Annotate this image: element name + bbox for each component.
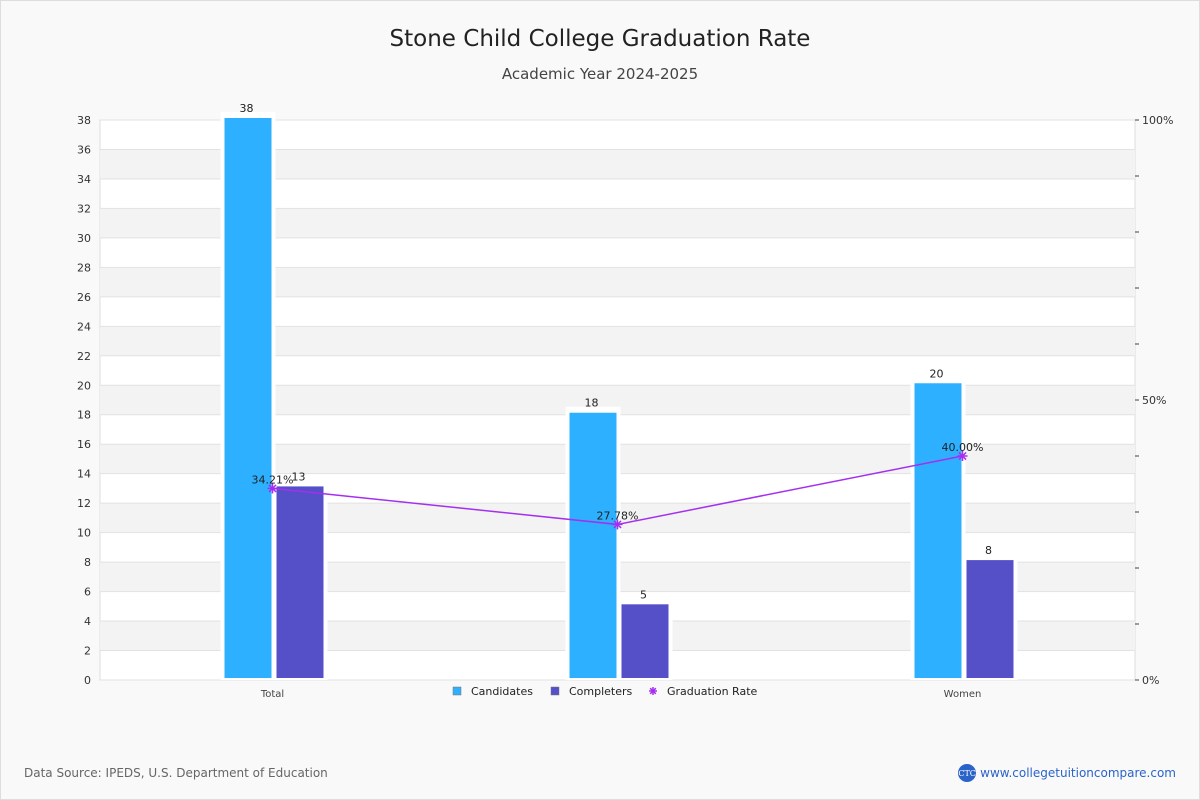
y2-tick-label: 0% [1142, 674, 1159, 687]
y-tick-label: 16 [77, 438, 91, 451]
bar-value-label: 5 [640, 588, 647, 601]
bar-candidates [914, 383, 962, 678]
legend-swatch [452, 686, 462, 696]
bar-value-label: 38 [240, 102, 254, 115]
chart-subtitle: Academic Year 2024-2025 [501, 65, 699, 83]
brand-url[interactable]: www.collegetuitioncompare.com [980, 766, 1176, 780]
y-tick-label: 34 [77, 173, 91, 186]
bar-value-label: 18 [585, 397, 599, 410]
y-tick-label: 18 [77, 409, 91, 422]
y-tick-label: 10 [77, 527, 91, 540]
y-tick-label: 12 [77, 497, 91, 510]
legend-label: Graduation Rate [667, 685, 758, 698]
graduation-rate-label: 34.21% [252, 473, 294, 486]
bar-value-label: 13 [292, 470, 306, 483]
y-tick-label: 26 [77, 291, 91, 304]
graduation-rate-label: 40.00% [942, 441, 984, 454]
legend-bg [446, 681, 756, 703]
data-source: Data Source: IPEDS, U.S. Department of E… [24, 766, 328, 780]
graduation-rate-marker [612, 519, 623, 530]
ctc-logo-icon: CTC [958, 764, 977, 782]
bar-value-label: 20 [930, 367, 944, 380]
y-tick-label: 38 [77, 114, 91, 127]
y2-tick-label: 100% [1142, 114, 1173, 127]
graduation-rate-marker [957, 451, 968, 461]
graduation-rate-label: 27.78% [597, 509, 639, 522]
y-tick-label: 36 [77, 143, 91, 156]
x-tick-label: Total [260, 689, 284, 700]
bar-candidates [569, 412, 617, 678]
graduation-rate-marker [267, 483, 278, 494]
bar-completers [621, 604, 669, 678]
bar-candidates [224, 118, 272, 678]
bar-completers [276, 486, 324, 678]
y-tick-label: 4 [84, 615, 91, 628]
bar-value-label: 8 [985, 544, 992, 557]
y2-tick-label: 50% [1142, 394, 1166, 407]
y-tick-label: 6 [84, 586, 91, 599]
y-tick-label: 2 [84, 645, 91, 658]
y-tick-label: 0 [84, 674, 91, 687]
legend-label: Completers [569, 685, 633, 698]
brand-link[interactable]: CTC www.collegetuitioncompare.com [958, 764, 1176, 782]
y-tick-label: 14 [77, 468, 91, 481]
y-tick-label: 20 [77, 379, 91, 392]
bar-completers [966, 560, 1014, 678]
legend-swatch [550, 686, 560, 696]
y-tick-label: 24 [77, 320, 91, 333]
legend-label: Candidates [471, 685, 533, 698]
y-tick-label: 28 [77, 261, 91, 274]
y-tick-label: 32 [77, 202, 91, 215]
x-tick-label: Women [944, 689, 982, 700]
chart-title: Stone Child College Graduation Rate [389, 26, 811, 52]
y-tick-label: 8 [84, 556, 91, 569]
y-tick-label: 22 [77, 350, 91, 363]
y-tick-label: 30 [77, 232, 91, 245]
legend-marker-icon [649, 687, 657, 695]
